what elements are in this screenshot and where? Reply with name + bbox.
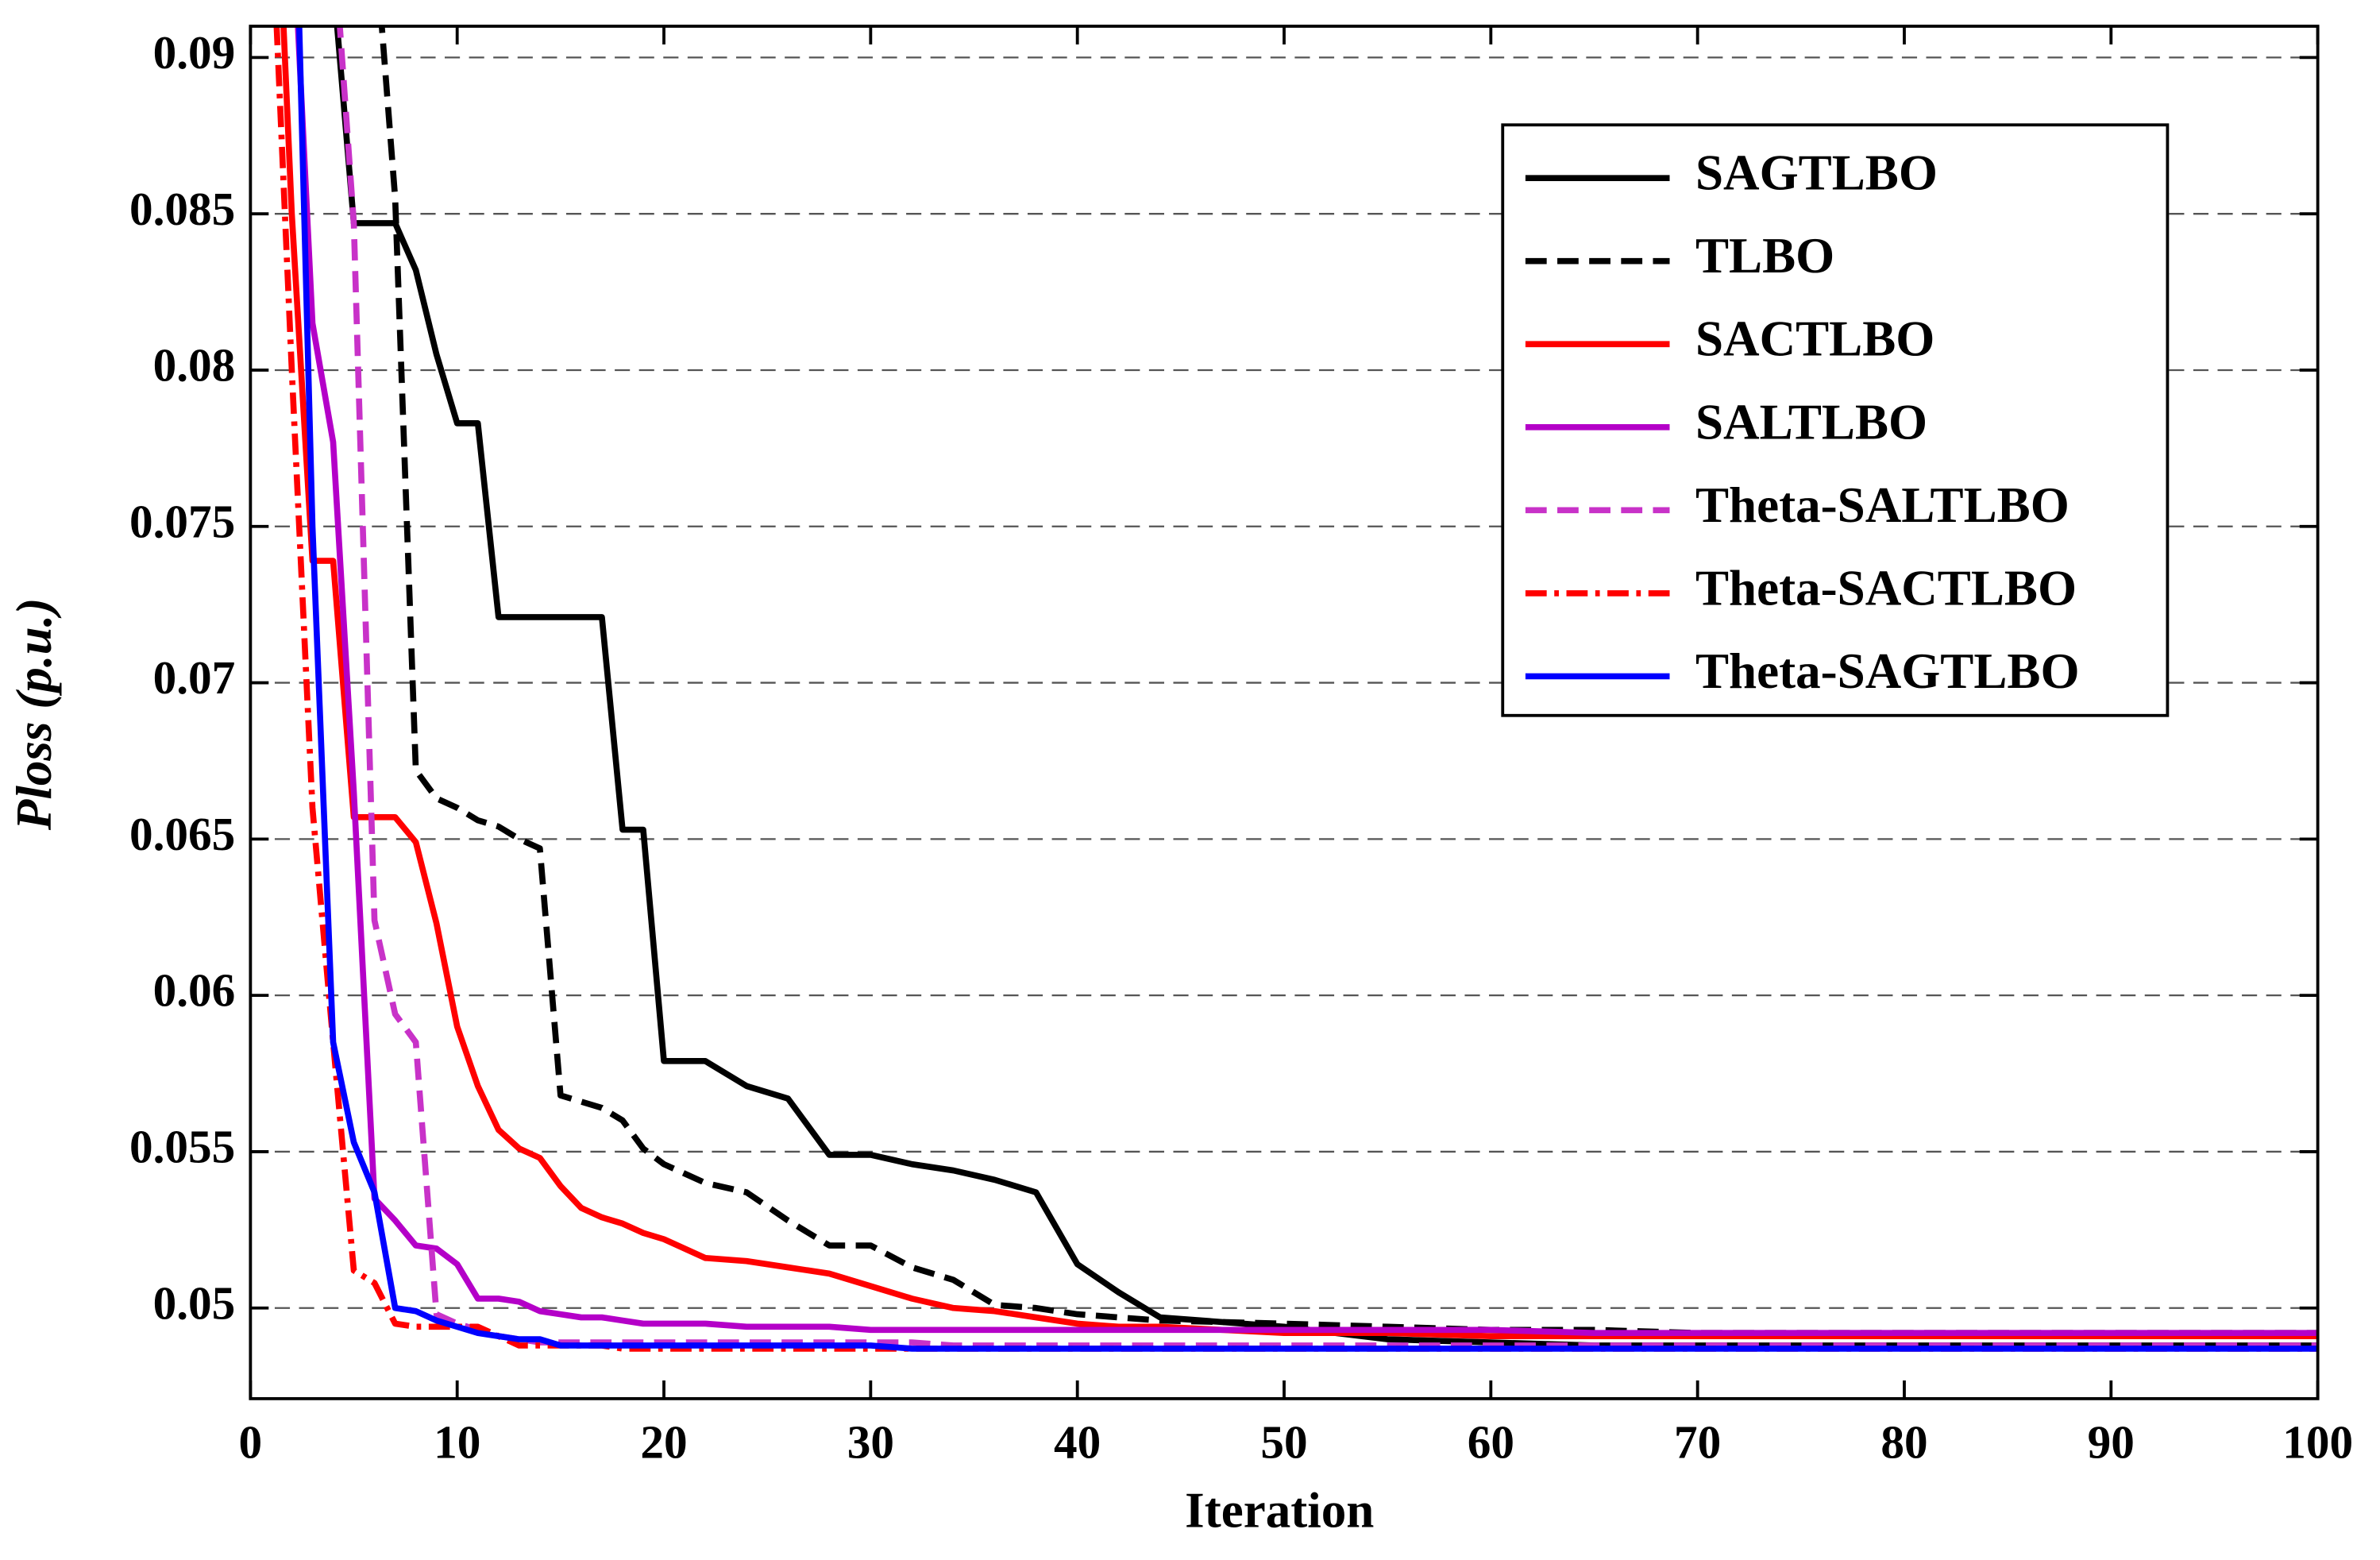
x-tick-label: 10 — [434, 1416, 480, 1469]
legend-label: Theta-SACTLBO — [1695, 560, 2077, 616]
y-tick-label: 0.065 — [129, 808, 235, 860]
x-tick-label: 20 — [640, 1416, 687, 1469]
x-tick-label: 0 — [239, 1416, 263, 1469]
y-tick-label: 0.06 — [153, 964, 236, 1017]
y-tick-label: 0.05 — [153, 1276, 236, 1329]
plot-lines — [273, 26, 2318, 1352]
y-tick-label: 0.08 — [153, 339, 236, 392]
y-tick-label: 0.07 — [153, 651, 236, 704]
x-tick-label: 50 — [1260, 1416, 1307, 1469]
series-line — [295, 26, 2318, 1352]
legend: SAGTLBO TLBO SACTLBO SALTLBO Theta-SALTLBO Th… — [1501, 123, 2170, 717]
x-tick-label: 100 — [2282, 1416, 2353, 1469]
x-tick-label: 40 — [1054, 1416, 1101, 1469]
legend-label: SAGTLBO — [1695, 145, 1938, 201]
series-line — [337, 26, 2318, 1349]
legend-label: TLBO — [1695, 228, 1834, 284]
ticks: 0.05 0.055 0.06 0.065 0.07 0.075 0.08 0.085 0.09… — [129, 26, 2353, 1469]
series-line — [295, 26, 2318, 1337]
y-axis-label: Ploss (p.u.) — [6, 598, 62, 832]
legend-label: SACTLBO — [1695, 311, 1934, 367]
x-tick-label: 90 — [2088, 1416, 2135, 1469]
legend-box — [1501, 123, 2170, 717]
y-tick-label: 0.075 — [129, 495, 235, 547]
x-tick-label: 60 — [1468, 1416, 1514, 1469]
x-tick-label: 70 — [1674, 1416, 1721, 1469]
x-axis-label: Iteration — [1185, 1483, 1374, 1539]
legend-label: SALTLBO — [1695, 394, 1927, 450]
x-tick-label: 80 — [1880, 1416, 1927, 1469]
legend-label: Theta-SAGTLBO — [1695, 643, 2080, 699]
legend-label: Theta-SALTLBO — [1695, 477, 2069, 533]
y-tick-label: 0.09 — [153, 26, 236, 79]
series-line — [378, 26, 2318, 1337]
y-tick-label: 0.055 — [129, 1121, 235, 1173]
grid — [250, 56, 2318, 1309]
y-tick-label: 0.085 — [129, 183, 235, 235]
x-tick-label: 30 — [847, 1416, 894, 1469]
series-line — [280, 26, 2318, 1339]
